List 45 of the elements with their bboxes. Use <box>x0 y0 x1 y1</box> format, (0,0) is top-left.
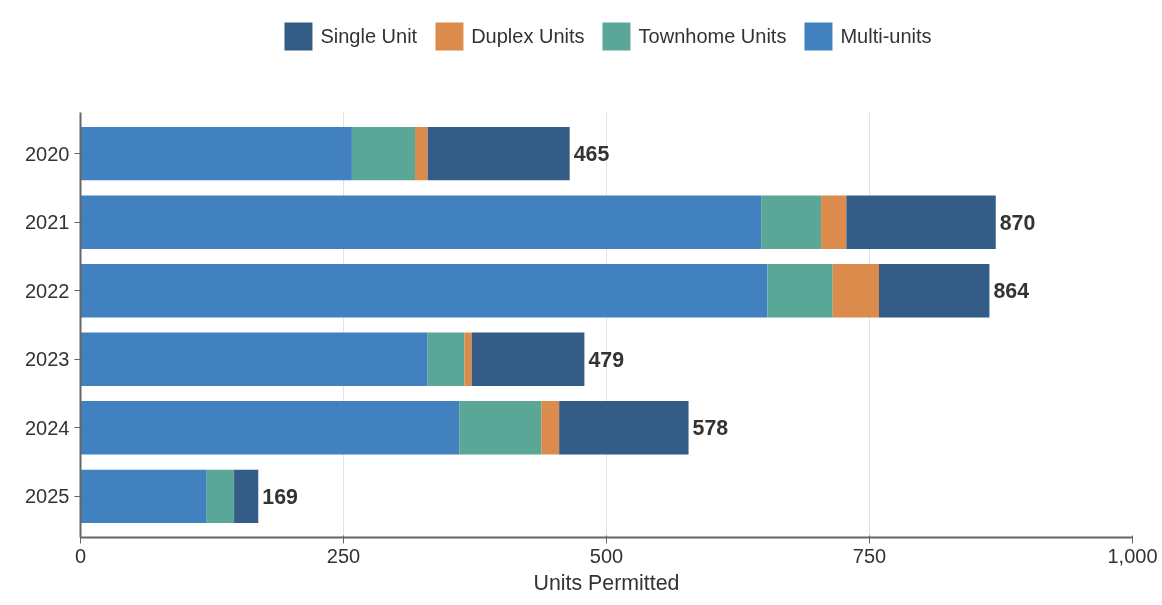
bar <box>234 469 259 524</box>
bar <box>471 332 585 387</box>
x-axis-title: Units Permitted <box>533 570 680 595</box>
legend-label: Single Unit <box>320 24 418 48</box>
y-tick-label: 2020 <box>25 142 70 165</box>
bar <box>80 401 460 455</box>
legend-label: Duplex Units <box>471 24 585 48</box>
total-label: 870 <box>999 210 1036 235</box>
bar <box>821 195 847 249</box>
bar <box>80 195 762 249</box>
legend-label: Multi-units <box>840 24 932 48</box>
total-label: 578 <box>692 416 729 441</box>
bar <box>427 332 465 387</box>
bar <box>878 263 990 318</box>
bar <box>80 332 428 387</box>
bar <box>427 126 570 181</box>
bar <box>832 263 879 318</box>
total-label: 465 <box>573 142 610 167</box>
bar <box>80 126 352 181</box>
legend-label: Townhome Units <box>638 24 787 48</box>
total-label: 479 <box>588 347 625 372</box>
bar <box>415 126 428 181</box>
bar <box>351 126 416 181</box>
bar <box>80 469 207 524</box>
x-tick-label: 500 <box>589 544 624 567</box>
bar <box>767 263 833 318</box>
y-tick-label: 2021 <box>25 211 70 234</box>
bar <box>464 332 472 387</box>
bar <box>459 401 542 455</box>
bar <box>846 195 996 249</box>
x-tick-label: 1,000 <box>1107 544 1158 567</box>
y-tick-label: 2025 <box>25 485 70 508</box>
x-tick-label: 250 <box>326 544 361 567</box>
bar <box>559 401 689 455</box>
bar <box>761 195 822 249</box>
bar <box>80 263 768 318</box>
y-tick-label: 2024 <box>25 416 70 439</box>
total-label: 169 <box>262 484 299 509</box>
bar <box>541 401 560 455</box>
x-tick-label: 0 <box>74 544 87 567</box>
x-tick-label: 750 <box>852 544 887 567</box>
total-label: 864 <box>993 279 1030 304</box>
y-tick-label: 2022 <box>25 279 70 302</box>
bar <box>206 469 235 524</box>
y-tick-label: 2023 <box>25 348 70 371</box>
